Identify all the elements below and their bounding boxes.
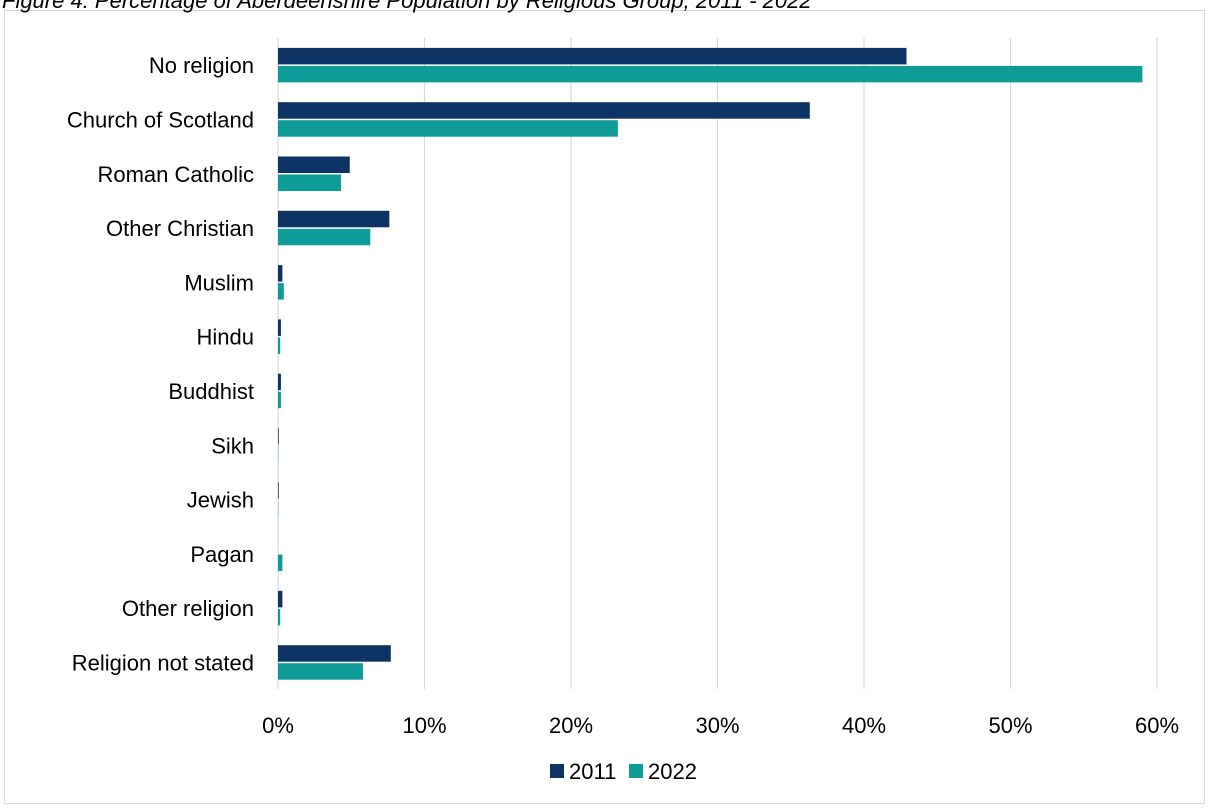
category-label: Muslim: [184, 270, 254, 295]
bar-2022-pagan: [278, 554, 283, 572]
chart-title: Figure 4: Percentage of Aberdeenshire Po…: [2, 0, 812, 13]
x-tick-label: 10%: [402, 713, 446, 738]
bar-2011-no-religion: [278, 47, 907, 65]
bar-2011-jewish: [278, 482, 279, 499]
x-tick-label: 30%: [695, 713, 739, 738]
category-label: No religion: [149, 53, 254, 78]
bar-2022-no-religion: [278, 65, 1143, 83]
x-tick-label: 50%: [988, 713, 1032, 738]
x-tick-label: 0%: [262, 713, 294, 738]
category-label: Religion not stated: [72, 650, 254, 675]
bar-2011-other-religion: [278, 590, 283, 608]
bar-2011-buddhist: [278, 373, 281, 391]
bar-2011-religion-not-stated: [278, 645, 391, 662]
category-label: Sikh: [211, 433, 254, 458]
category-label: Other Christian: [106, 216, 254, 241]
bars: [278, 47, 1143, 680]
chart-frame: [4, 10, 1205, 804]
legend-label-2022: 2022: [648, 759, 697, 784]
bar-2011-sikh: [278, 428, 279, 445]
bar-2022-other-religion: [278, 608, 281, 626]
gridlines: [277, 38, 1158, 689]
bar-2022-muslim: [278, 283, 284, 300]
legend-label-2011: 2011: [569, 759, 616, 784]
category-label: Buddhist: [168, 379, 254, 404]
x-tick-labels: 0% 10% 20% 30% 40% 50% 60%: [262, 713, 1179, 738]
category-label: Other religion: [122, 596, 254, 621]
x-tick-label: 60%: [1135, 713, 1179, 738]
bar-2022-hindu: [278, 337, 281, 354]
category-label: Hindu: [197, 325, 254, 350]
category-label: Pagan: [190, 542, 254, 567]
bar-2022-buddhist: [278, 391, 281, 409]
legend-swatch-2022: [629, 764, 643, 778]
bar-2011-muslim: [278, 265, 283, 282]
bar-2022-church-of-scotland: [278, 120, 618, 137]
legend: 2011 2022: [550, 759, 697, 784]
bar-2022-religion-not-stated: [278, 663, 363, 680]
legend-swatch-2011: [550, 764, 564, 778]
bar-2022-other-christian: [278, 228, 371, 246]
category-label: Jewish: [187, 488, 254, 513]
bar-2011-roman-catholic: [278, 156, 350, 173]
category-label: Church of Scotland: [67, 107, 254, 132]
x-tick-label: 20%: [549, 713, 593, 738]
category-label: Roman Catholic: [97, 162, 254, 187]
x-tick-label: 40%: [842, 713, 886, 738]
category-labels: No religion Church of Scotland Roman Catho…: [67, 53, 254, 675]
bar-2011-other-christian: [278, 210, 390, 228]
bar-2011-hindu: [278, 319, 281, 336]
bar-2022-roman-catholic: [278, 174, 341, 191]
bar-2011-church-of-scotland: [278, 102, 810, 119]
